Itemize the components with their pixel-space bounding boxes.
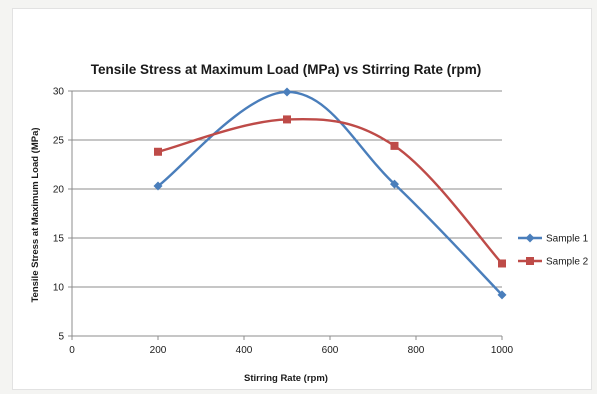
- legend-label-sample-1: Sample 1: [546, 234, 589, 245]
- series-group: [153, 87, 507, 300]
- legend: Sample 1 Sample 2: [518, 233, 589, 268]
- y-tick-label: 15: [53, 234, 65, 245]
- data-point-sample-1: [497, 290, 507, 300]
- x-tick-label: 600: [322, 345, 339, 356]
- x-tick-label: 400: [236, 345, 253, 356]
- series-line-sample-1: [157, 90, 503, 296]
- y-axis-label: Tensile Stress at Maximum Load (MPa): [30, 127, 41, 302]
- data-point-sample-1: [390, 179, 399, 189]
- y-tick-label: 30: [53, 87, 65, 98]
- y-tick-label: 10: [53, 283, 65, 294]
- x-tick-label: 800: [408, 345, 425, 356]
- data-point-sample-2: [283, 115, 291, 124]
- series-sample-2: [154, 115, 506, 268]
- legend-marker-sample-2: [526, 257, 534, 265]
- data-point-sample-1: [282, 87, 292, 97]
- y-tick-label: 5: [58, 332, 64, 343]
- chart-area: [12, 8, 592, 390]
- legend-label-sample-2: Sample 2: [546, 257, 589, 268]
- data-point-sample-1: [153, 181, 163, 191]
- legend-marker-sample-1: [525, 233, 535, 243]
- data-point-sample-2: [498, 259, 506, 268]
- data-point-sample-2: [154, 147, 162, 156]
- series-sample-1: [153, 87, 507, 300]
- data-point-sample-2: [390, 141, 399, 150]
- x-tick-label: 1000: [491, 345, 514, 356]
- chart-title: Tensile Stress at Maximum Load (MPa) vs …: [91, 62, 482, 77]
- y-tick-label: 25: [53, 136, 65, 147]
- series-line-sample-2: [157, 118, 503, 265]
- x-tick-label: 0: [69, 345, 75, 356]
- y-tick-label: 20: [53, 185, 65, 196]
- x-axis-label: Stirring Rate (rpm): [244, 373, 328, 384]
- x-tick-label: 200: [150, 345, 167, 356]
- axes: 5 10 15 20 25 30 0 200 400 600 800 1000: [53, 87, 514, 357]
